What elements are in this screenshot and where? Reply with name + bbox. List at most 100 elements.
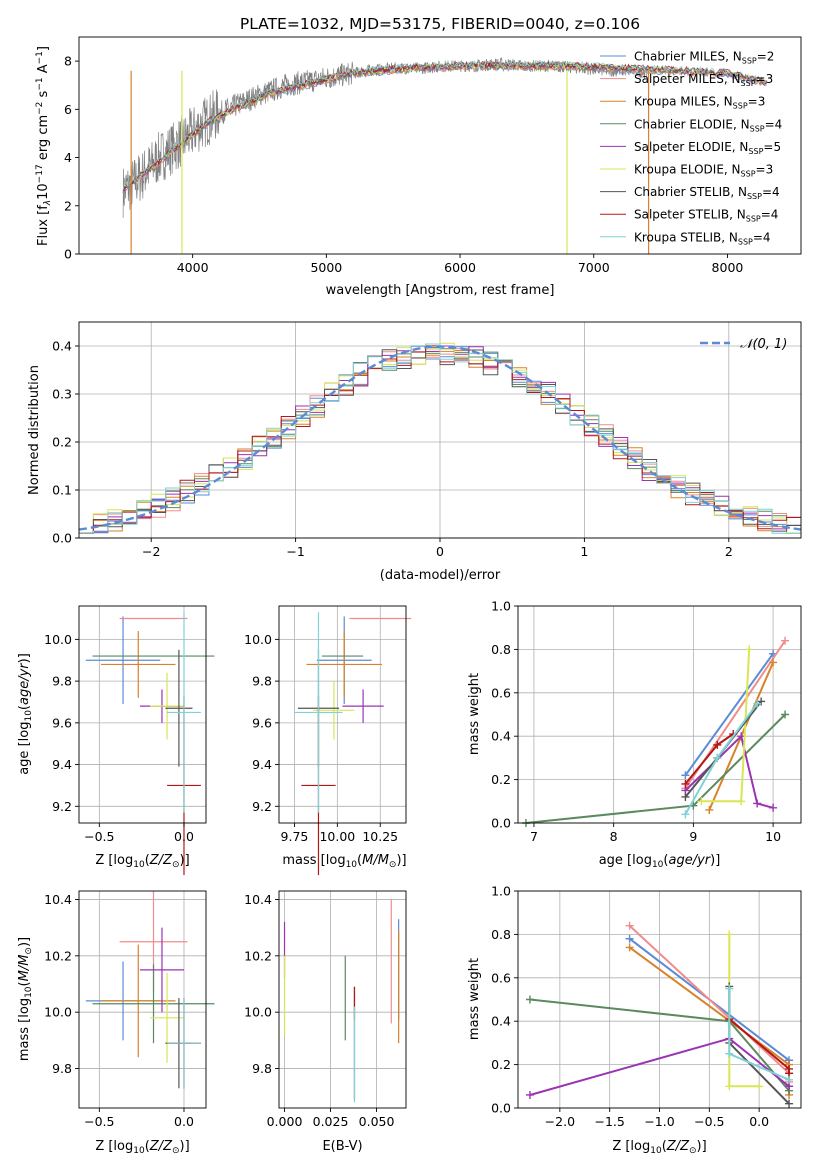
z-age-ylabel: age [log10(age/yr)]	[17, 653, 34, 775]
model-line-5	[122, 61, 767, 192]
z_vs_mass-xtick-label: −0.5	[84, 1114, 114, 1129]
z_vs_weight-marker-0-0	[625, 934, 634, 943]
legend-label-0: Chabrier MILES, NSSP=2	[634, 50, 774, 66]
spectrum-xtick-label: 8000	[712, 260, 744, 275]
age_vs_weight-marker-5-1	[737, 797, 746, 806]
spectrum-ytick-label: 8	[64, 54, 72, 69]
ebv_vs_mass-frame	[278, 890, 407, 1109]
mass_vs_age-ytick-label: 9.2	[252, 799, 272, 814]
residuals-xtick-label: −1	[286, 544, 304, 559]
age_vs_weight-marker-7-1	[713, 740, 722, 749]
plot-axes: 4000 5000 6000 7000 8000 0 2 4 6 8 Chabrier MILES,…	[17, 36, 802, 1156]
age_vs_weight-marker-5-2	[745, 645, 754, 654]
legend-label-3: Chabrier ELODIE, NSSP=4	[634, 117, 782, 133]
spectrum-frame	[78, 36, 802, 255]
age_vs_weight-ytick-label: 0.0	[491, 816, 511, 831]
ebv-mass-xlabel: E(B-V)	[322, 1139, 362, 1154]
age_vs_weight-marker-2-1	[769, 658, 778, 667]
residuals-ytick-label: 0.3	[52, 387, 72, 402]
spectrum-ytick-label: 4	[64, 150, 72, 165]
z_vs_mass-frame	[78, 890, 207, 1109]
z_vs_age-xtick-label: −0.5	[84, 829, 114, 844]
gaussian-curve	[78, 345, 802, 531]
residual-xlabel: (data-model)/error	[380, 568, 501, 583]
z-mass-ylabel: mass [log10(M/M⊙)]	[17, 937, 34, 1061]
z_vs_mass-ytick-label: 10.4	[44, 892, 72, 907]
residuals-ytick-label: 0.2	[52, 435, 72, 450]
z_vs_mass-xtick-label: 0.0	[174, 1114, 194, 1129]
spectrum-ylabel: Flux [fλ10−17 erg cm−2 s−1 A−1]	[35, 46, 53, 246]
residual-ylabel: Normed distribution	[27, 365, 42, 495]
age_vs_weight-bg	[518, 606, 801, 823]
z_vs_age-ytick-label: 10.0	[44, 632, 72, 647]
mass_vs_age-ytick-label: 9.4	[252, 757, 272, 772]
age-weight-ylabel: mass weight	[467, 673, 482, 755]
z_vs_weight-xtick-label: 0.0	[749, 1114, 769, 1129]
spectrum-ytick-label: 0	[64, 247, 72, 262]
age_vs_weight-marker-8-1	[713, 753, 722, 762]
legend-label-2: Kroupa MILES, NSSP=3	[634, 95, 765, 111]
age_vs_weight-xtick-label: 8	[610, 829, 618, 844]
legend-label-1: Salpeter MILES, NSSP=3	[634, 72, 773, 88]
spectrum-ytick-label: 6	[64, 102, 72, 117]
age_vs_weight-xtick-label: 7	[530, 829, 538, 844]
z_vs_age-ytick-label: 9.8	[52, 674, 72, 689]
ebv_vs_mass-xtick-label: 0.050	[359, 1114, 395, 1129]
age_vs_weight-ytick-label: 0.8	[491, 642, 511, 657]
spectrum-xtick-label: 5000	[310, 260, 342, 275]
z_vs_weight-marker-8-2	[785, 1075, 794, 1084]
age_vs_weight-xtick-label: 10	[765, 829, 781, 844]
ebv_vs_mass-ytick-label: 10.2	[244, 948, 272, 963]
age_vs_weight-marker-0-0	[681, 771, 690, 780]
residual-legend-label: 𝒩(0, 1)	[740, 337, 787, 352]
model-line-8	[122, 60, 767, 191]
z_vs_weight-marker-3-0	[525, 995, 534, 1004]
mass_vs_age-ytick-label: 10.0	[244, 632, 272, 647]
z_vs_weight-ytick-label: 0.4	[491, 1014, 511, 1029]
residuals-xtick-label: −2	[142, 544, 160, 559]
ebv_vs_mass-bg	[279, 891, 406, 1108]
mass_vs_age-ytick-label: 9.6	[252, 715, 272, 730]
z_vs_weight-xtick-label: −0.5	[694, 1114, 724, 1129]
mass_vs_age-frame	[278, 605, 407, 824]
z_vs_weight-ytick-label: 0.8	[491, 927, 511, 942]
age_vs_weight-marker-3-2	[781, 710, 790, 719]
age_vs_weight-ytick-label: 0.2	[491, 772, 511, 787]
residuals-xtick-label: 2	[725, 544, 733, 559]
mass_vs_age-xtick-label: 10.25	[362, 829, 398, 844]
residuals-ytick-label: 0.1	[52, 483, 72, 498]
ebv_vs_mass-ytick-label: 10.4	[244, 892, 272, 907]
legend-label-5: Kroupa ELODIE, NSSP=3	[634, 163, 773, 179]
z_vs_weight-ytick-label: 0.2	[491, 1057, 511, 1072]
plot-data	[78, 56, 802, 1108]
z_vs_weight-xtick-label: −1.5	[594, 1114, 624, 1129]
age_vs_weight-marker-4-2	[753, 799, 762, 808]
spectrum-ytick-label: 2	[64, 198, 72, 213]
z_vs_weight-marker-2-0	[625, 943, 634, 952]
age_vs_weight-line-0	[684, 653, 774, 776]
spectrum-xtick-label: 6000	[444, 260, 476, 275]
histogram-step-8	[79, 343, 801, 534]
z_vs_age-bg	[79, 606, 206, 823]
z-weight-xlabel: Z [log10(Z/Z⊙)]	[612, 1139, 706, 1156]
legend-label-7: Salpeter STELIB, NSSP=4	[634, 208, 778, 224]
age_vs_weight-xtick-label: 9	[689, 829, 697, 844]
age_vs_weight-ytick-label: 1.0	[491, 599, 511, 614]
z_vs_age-ytick-label: 9.6	[52, 715, 72, 730]
age_vs_weight-marker-4-3	[769, 803, 778, 812]
legend-label-4: Salpeter ELODIE, NSSP=5	[634, 140, 781, 156]
z_vs_weight-marker-6-2	[785, 1099, 794, 1108]
z-weight-ylabel: mass weight	[467, 958, 482, 1040]
z_vs_weight-marker-8-1	[725, 1049, 734, 1058]
z_vs_mass-ytick-label: 9.8	[52, 1061, 72, 1076]
z_vs_weight-marker-8-0	[725, 984, 734, 993]
z-age-xlabel: Z [log10(Z/Z⊙)]	[95, 853, 189, 870]
age_vs_weight-marker-5-0	[697, 797, 706, 806]
z_vs_weight-marker-5-2	[755, 1082, 764, 1091]
age-weight-xlabel: age [log10(age/yr)]	[599, 853, 721, 870]
age_vs_weight-ytick-label: 0.4	[491, 729, 511, 744]
ebv_vs_mass-ytick-label: 9.8	[252, 1061, 272, 1076]
z_vs_age-ytick-label: 9.4	[52, 757, 72, 772]
residuals-xtick-label: 0	[436, 544, 444, 559]
z_vs_weight-ytick-label: 0.6	[491, 970, 511, 985]
